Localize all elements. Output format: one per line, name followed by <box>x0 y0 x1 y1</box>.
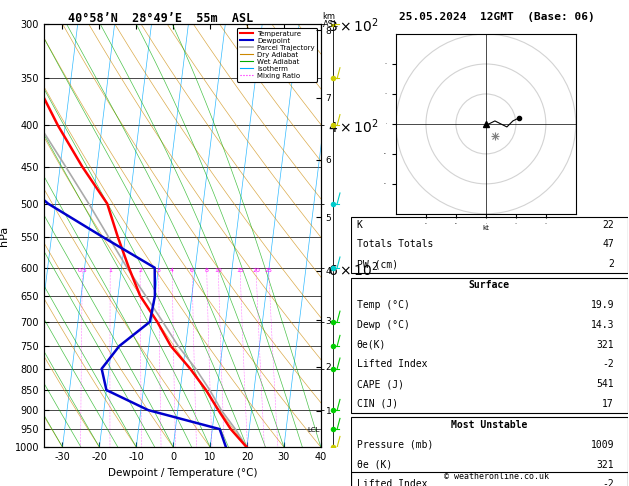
Text: 20: 20 <box>252 268 260 273</box>
Text: 25: 25 <box>265 268 272 273</box>
Text: Surface: Surface <box>469 280 510 290</box>
Text: 541: 541 <box>596 379 614 389</box>
Text: 1: 1 <box>108 268 112 273</box>
Text: 3: 3 <box>157 268 160 273</box>
Text: LCL: LCL <box>307 427 320 433</box>
Text: 2: 2 <box>608 259 614 269</box>
Text: 1009: 1009 <box>591 440 614 450</box>
Text: 321: 321 <box>596 340 614 349</box>
Text: 321: 321 <box>596 460 614 469</box>
Text: -2: -2 <box>602 479 614 486</box>
X-axis label: kt: kt <box>482 225 489 231</box>
Text: Temp (°C): Temp (°C) <box>357 300 409 310</box>
Text: Dewp (°C): Dewp (°C) <box>357 320 409 330</box>
Text: θe (K): θe (K) <box>357 460 392 469</box>
Text: 17: 17 <box>602 399 614 409</box>
Text: 19.9: 19.9 <box>591 300 614 310</box>
Text: 47: 47 <box>602 240 614 249</box>
Text: 14.3: 14.3 <box>591 320 614 330</box>
X-axis label: Dewpoint / Temperature (°C): Dewpoint / Temperature (°C) <box>108 468 257 478</box>
Text: Lifted Index: Lifted Index <box>357 360 427 369</box>
Text: Pressure (mb): Pressure (mb) <box>357 440 433 450</box>
Text: Lifted Index: Lifted Index <box>357 479 427 486</box>
Legend: Temperature, Dewpoint, Parcel Trajectory, Dry Adiabat, Wet Adiabat, Isotherm, Mi: Temperature, Dewpoint, Parcel Trajectory… <box>237 28 317 82</box>
Text: PW (cm): PW (cm) <box>357 259 398 269</box>
Text: 6: 6 <box>190 268 194 273</box>
Text: 15: 15 <box>236 268 244 273</box>
Text: 25.05.2024  12GMT  (Base: 06): 25.05.2024 12GMT (Base: 06) <box>399 12 595 22</box>
Text: 2: 2 <box>138 268 142 273</box>
Y-axis label: hPa: hPa <box>0 226 9 246</box>
Text: © weatheronline.co.uk: © weatheronline.co.uk <box>445 472 549 481</box>
Text: CAPE (J): CAPE (J) <box>357 379 404 389</box>
Text: θe(K): θe(K) <box>357 340 386 349</box>
Text: Totals Totals: Totals Totals <box>357 240 433 249</box>
Text: 22: 22 <box>602 220 614 230</box>
Text: 4: 4 <box>170 268 174 273</box>
Text: 40°58’N  28°49’E  55m  ASL: 40°58’N 28°49’E 55m ASL <box>68 12 253 25</box>
Text: 0.5: 0.5 <box>77 268 87 273</box>
Text: 10: 10 <box>214 268 222 273</box>
Text: CIN (J): CIN (J) <box>357 399 398 409</box>
Text: -2: -2 <box>602 360 614 369</box>
Text: 8: 8 <box>204 268 209 273</box>
Text: K: K <box>357 220 362 230</box>
Text: Most Unstable: Most Unstable <box>451 420 528 430</box>
Text: km
ASL: km ASL <box>323 12 338 30</box>
